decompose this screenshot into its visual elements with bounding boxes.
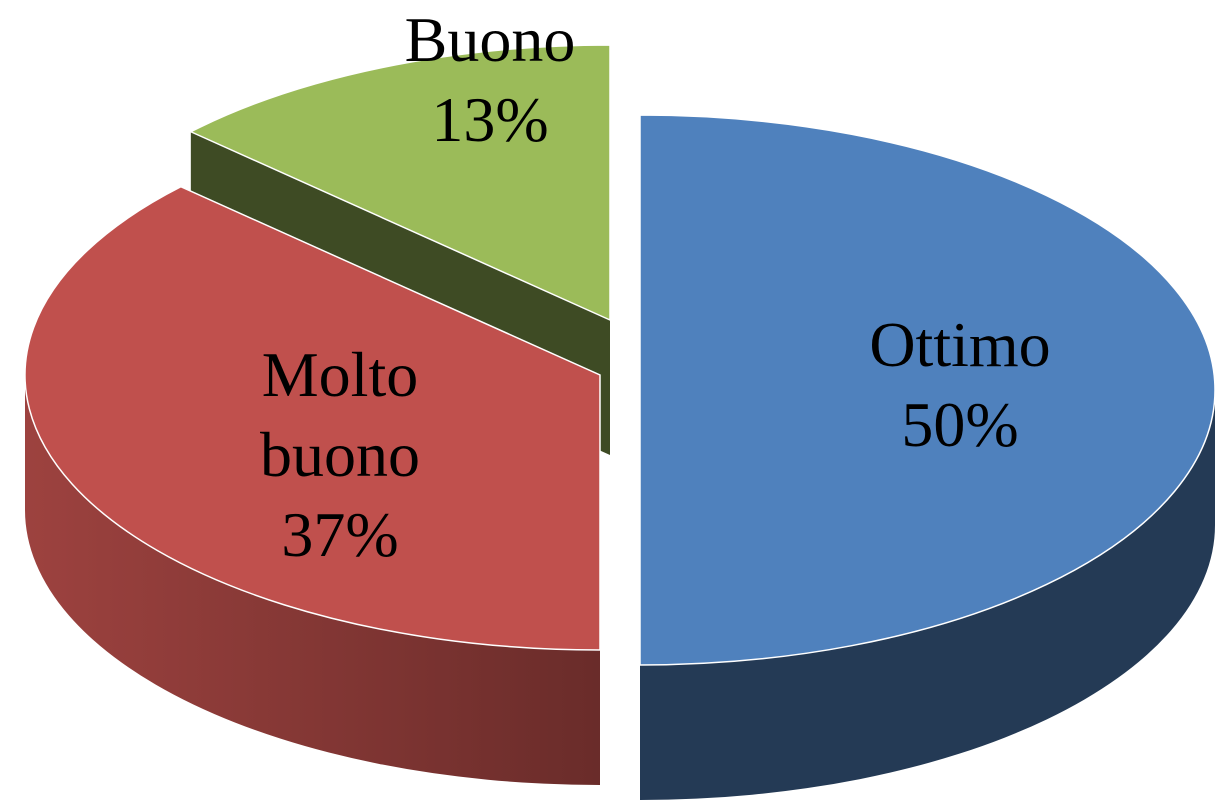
- value-label: 37%: [281, 499, 399, 570]
- category-label: Buono: [404, 4, 576, 75]
- data-label: Buono 13%: [330, 0, 650, 160]
- value-label: 50%: [901, 389, 1019, 460]
- value-label: 13%: [431, 84, 549, 155]
- data-label: Molto buono 37%: [200, 335, 480, 575]
- slice: [639, 114, 1216, 800]
- slice-side: [25, 375, 600, 785]
- slice-top: [24, 185, 601, 651]
- slice: [24, 185, 601, 785]
- slice-top: [639, 114, 1216, 666]
- slice-top: [189, 44, 611, 322]
- category-label: Molto buono: [260, 339, 420, 490]
- data-label: Ottimo 50%: [800, 305, 1120, 465]
- slice-side: [640, 390, 1215, 800]
- category-label: Ottimo: [869, 309, 1051, 380]
